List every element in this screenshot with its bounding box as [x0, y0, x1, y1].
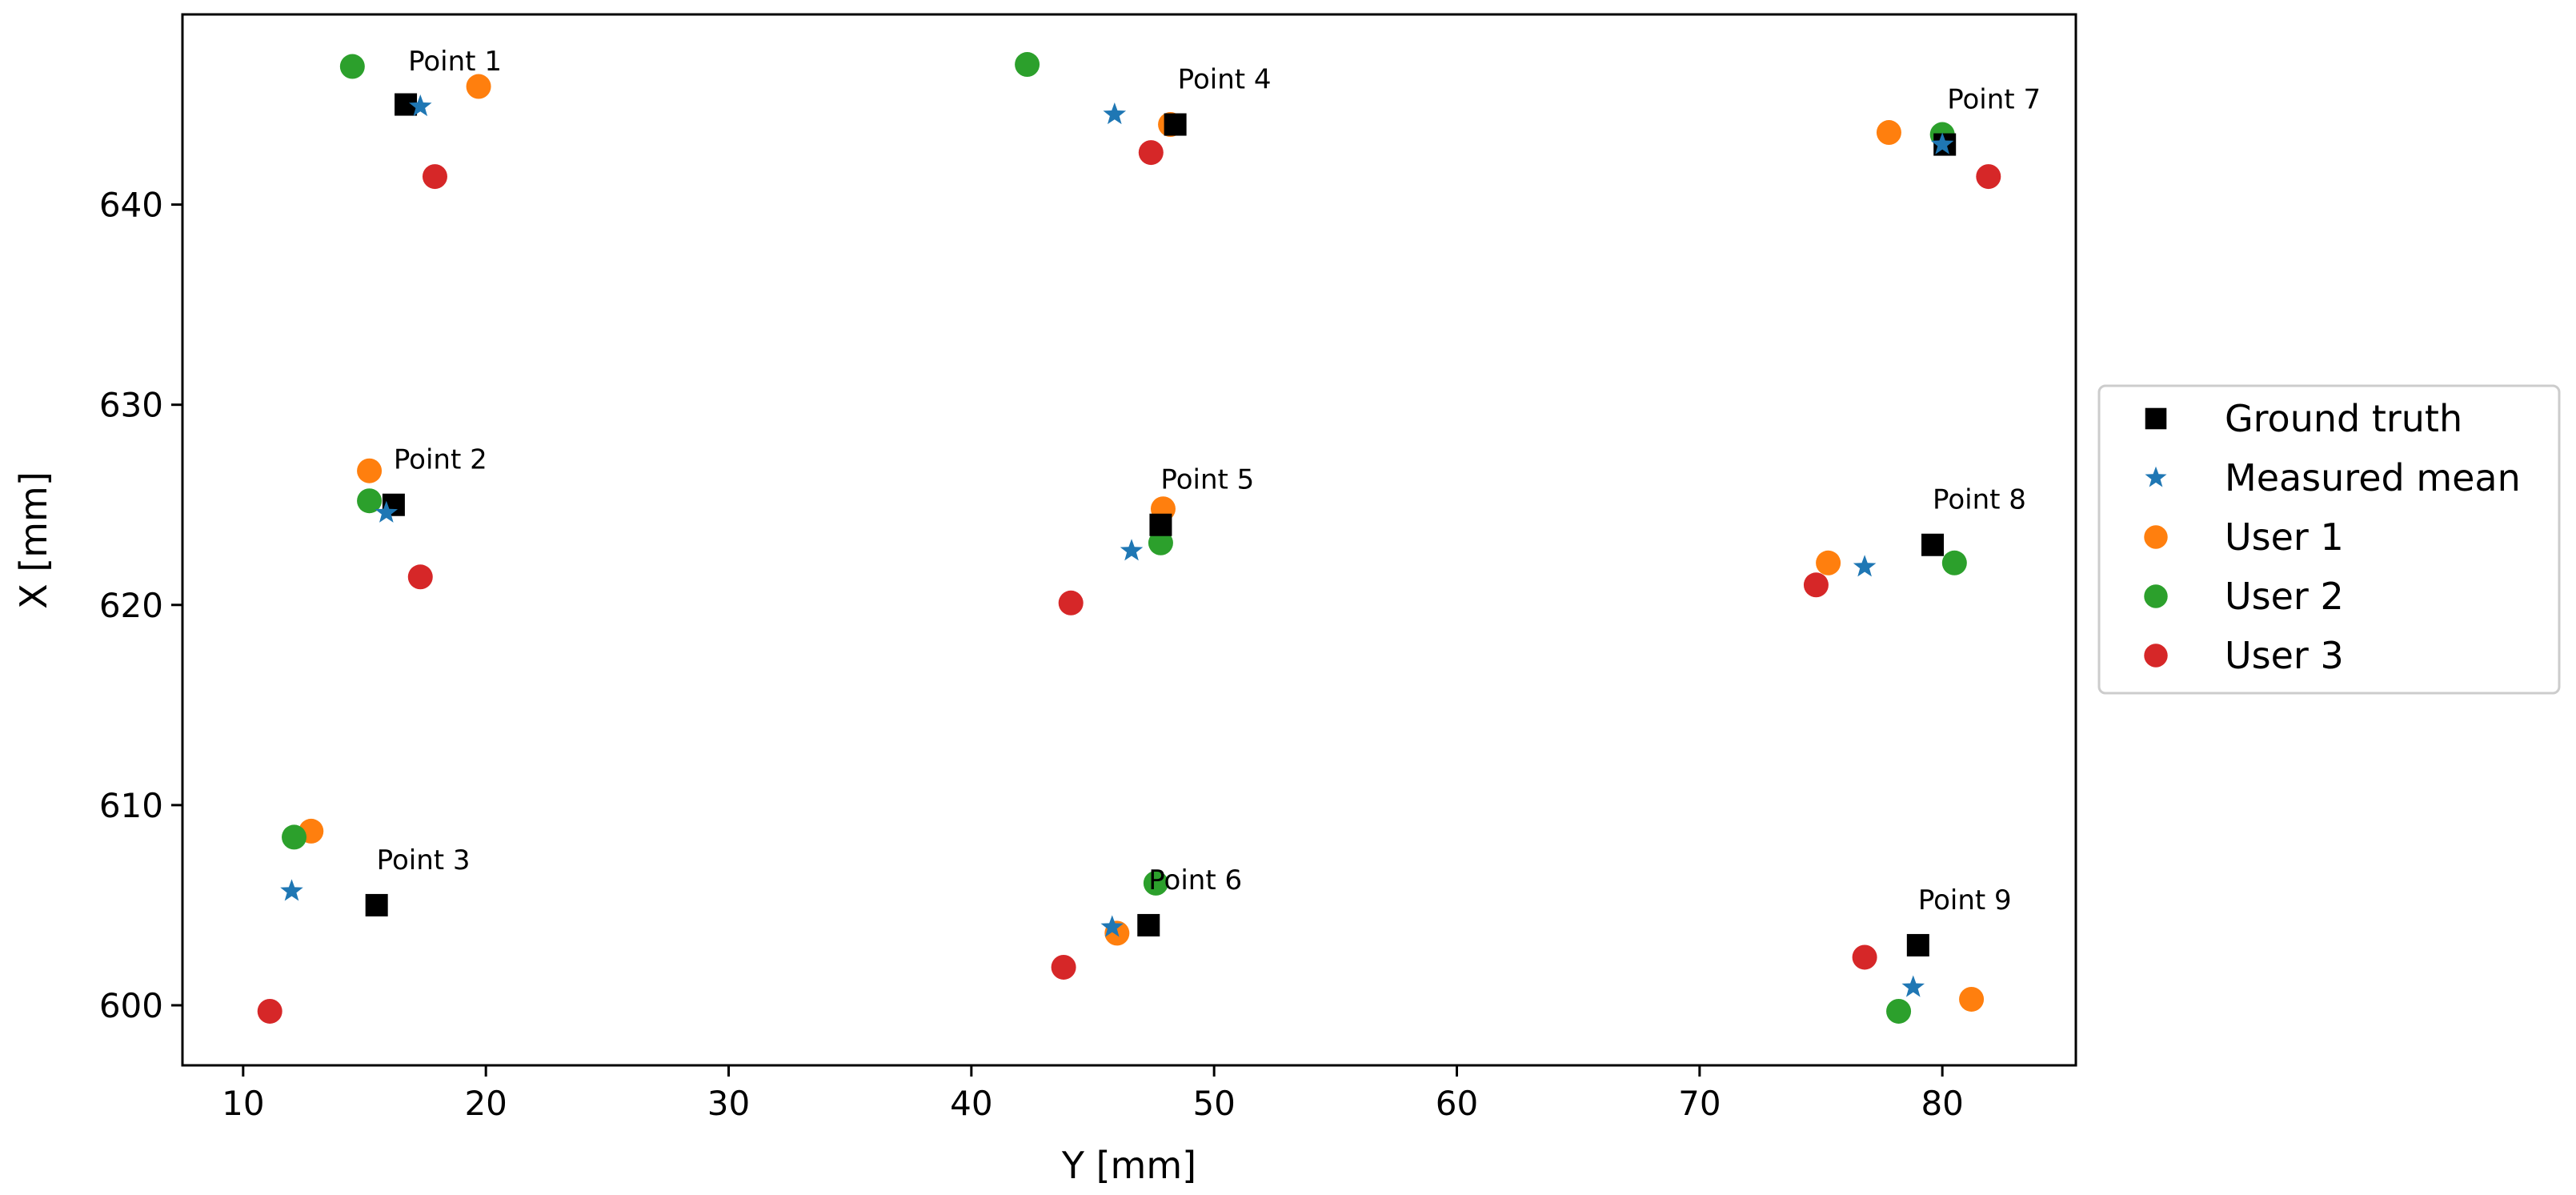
- user-3-point: [422, 164, 447, 190]
- x-axis-label: Y [mm]: [1061, 1144, 1196, 1187]
- axis-ticks: 10 20 30 40 50 60 70 80 600 610 620 630 640: [99, 186, 1964, 1123]
- user-1-point: [1816, 550, 1841, 575]
- measured-mean-point: [1853, 555, 1877, 577]
- point-label: Point 9: [1918, 884, 2012, 916]
- measured-mean-point: [1901, 975, 1925, 997]
- point-label: Point 1: [408, 46, 502, 78]
- point-annotations: Point 1 Point 2 Point 3 Point 4 Point 5 Point…: [377, 46, 2041, 916]
- data-points: [257, 52, 2001, 1024]
- x-tick-label: 60: [1436, 1084, 1478, 1123]
- point-label: Point 3: [377, 844, 471, 876]
- x-tick-label: 20: [464, 1084, 507, 1123]
- user-2-point: [357, 488, 383, 514]
- user-1-point: [1959, 986, 1985, 1012]
- measured-mean-point: [1103, 102, 1127, 125]
- x-tick-label: 50: [1192, 1084, 1235, 1123]
- legend-label: Measured mean: [2225, 456, 2521, 499]
- point-label: Point 6: [1148, 864, 1242, 896]
- measured-mean-point: [409, 94, 432, 117]
- y-tick-label: 610: [99, 786, 163, 825]
- ground-truth-point: [1164, 113, 1187, 136]
- user-1-point: [1876, 120, 1901, 146]
- user-3-point: [1058, 590, 1084, 616]
- y-tick-label: 600: [99, 986, 163, 1025]
- point-label: Point 2: [394, 444, 487, 476]
- ground-truth-point: [1906, 933, 1929, 956]
- user-1-point: [357, 458, 383, 483]
- x-tick-label: 40: [950, 1084, 992, 1123]
- user-2-point: [1148, 530, 1173, 555]
- legend-label: User 2: [2225, 575, 2344, 618]
- legend-label: Ground truth: [2225, 397, 2462, 440]
- user-2-point: [339, 54, 365, 79]
- y-tick-label: 630: [99, 386, 163, 425]
- point-label: Point 7: [1947, 84, 2041, 116]
- user-1-point: [466, 74, 491, 99]
- measured-mean-point: [1100, 915, 1124, 937]
- x-tick-label: 10: [222, 1084, 264, 1123]
- user-2-point: [1941, 550, 1967, 575]
- legend: Ground truth Measured mean User 1 User 2 Use…: [2097, 384, 2561, 695]
- y-tick-label: 620: [99, 586, 163, 625]
- ground-truth-point: [1921, 533, 1945, 556]
- x-tick-label: 70: [1678, 1084, 1721, 1123]
- measured-mean-point: [375, 500, 399, 523]
- user-2-point: [1143, 870, 1168, 896]
- x-tick-label: 80: [1921, 1084, 1963, 1123]
- plot-frame: [181, 13, 2077, 1067]
- legend-marker: [2144, 525, 2168, 549]
- user-2-point: [1015, 52, 1040, 78]
- legend-label: User 1: [2225, 515, 2344, 559]
- point-label: Point 5: [1160, 464, 1254, 496]
- user-3-point: [1976, 164, 2001, 190]
- user-2-point: [282, 824, 307, 850]
- user-3-point: [1852, 944, 1877, 970]
- legend-label: User 3: [2225, 634, 2344, 677]
- legend-marker: [2144, 584, 2168, 608]
- user-3-point: [1138, 140, 1164, 166]
- point-label: Point 8: [1933, 484, 2026, 516]
- user-2-point: [1886, 998, 1912, 1024]
- legend-marker: [2145, 407, 2167, 430]
- point-label: Point 4: [1178, 64, 1272, 96]
- user-3-point: [257, 998, 282, 1024]
- y-axis-label: X [mm]: [12, 471, 55, 609]
- measured-mean-point: [1930, 132, 1954, 154]
- legend-box: [2097, 384, 2561, 695]
- ground-truth-point: [365, 893, 388, 916]
- y-tick-label: 640: [99, 186, 163, 225]
- legend-marker: [2144, 644, 2168, 668]
- ground-truth-point: [1149, 513, 1172, 536]
- user-3-point: [1803, 572, 1829, 598]
- measured-mean-point: [1120, 539, 1144, 561]
- legend-marker: [2145, 466, 2167, 487]
- x-tick-label: 30: [707, 1084, 750, 1123]
- ground-truth-point: [1137, 913, 1160, 936]
- user-3-point: [1051, 954, 1076, 980]
- user-3-point: [407, 564, 433, 590]
- measured-mean-point: [280, 879, 303, 901]
